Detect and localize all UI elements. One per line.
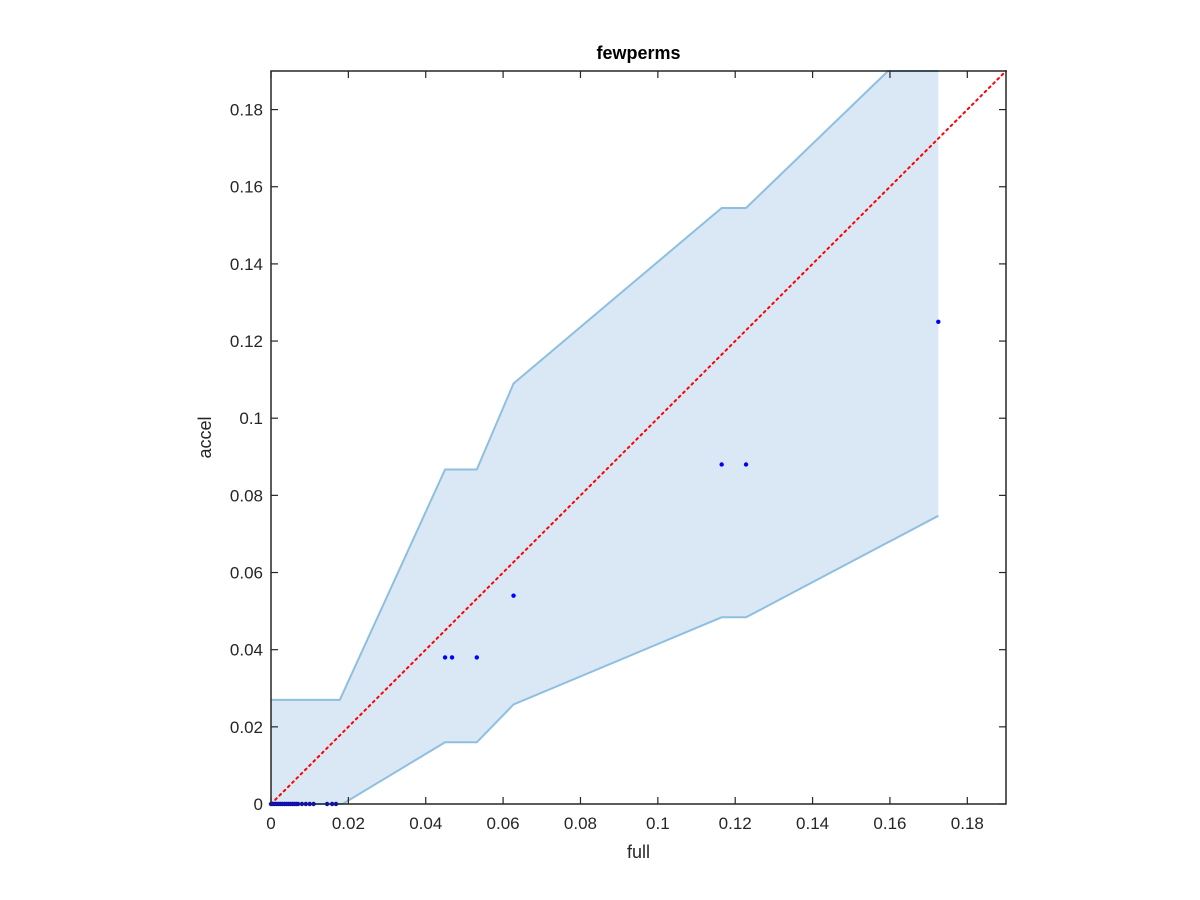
x-tick-label: 0.02	[332, 814, 365, 833]
chart-title: fewperms	[596, 43, 680, 63]
x-axis-label: full	[627, 842, 650, 862]
data-point	[936, 319, 941, 324]
y-tick-label: 0.04	[230, 641, 263, 660]
y-tick-label: 0.18	[230, 101, 263, 120]
y-tick-label: 0.08	[230, 486, 263, 505]
x-tick-label: 0.04	[409, 814, 442, 833]
identity-reference-line	[270, 70, 1007, 805]
band-lower-edge	[271, 514, 939, 805]
y-tick-label: 0.14	[230, 255, 263, 274]
data-point	[511, 593, 516, 598]
y-axis-label: accel	[195, 416, 215, 458]
y-tick-label: 0.1	[239, 409, 263, 428]
x-tick-label: 0.06	[487, 814, 520, 833]
data-points	[268, 319, 941, 807]
data-point	[719, 462, 724, 467]
x-tick-label: 0.16	[873, 814, 906, 833]
band-fill	[271, 71, 939, 804]
x-tick-label: 0.12	[719, 814, 752, 833]
data-point	[449, 655, 455, 660]
x-tick-label: 0.08	[564, 814, 597, 833]
x-tick-label: 0.14	[796, 814, 829, 833]
x-ticks: 0 0.02 0.04 0.06 0.08 0.1 0.12 0.14 0.16 0.18	[266, 71, 984, 833]
x-tick-label: 0.1	[646, 814, 670, 833]
data-point	[474, 655, 479, 660]
reference-line	[270, 70, 1007, 805]
y-ticks: 0 0.02 0.04 0.06 0.08 0.1 0.12 0.14 0.16 0.18	[230, 101, 1006, 814]
y-tick-label: 0.12	[230, 332, 263, 351]
data-point	[743, 462, 749, 467]
y-tick-label: 0.06	[230, 564, 263, 583]
y-tick-label: 0	[254, 795, 263, 814]
data-point	[442, 655, 448, 660]
x-tick-label: 0.18	[951, 814, 984, 833]
confidence-band	[271, 70, 939, 805]
axes	[270, 70, 1007, 805]
band-upper-edge	[271, 70, 939, 701]
y-tick-label: 0.02	[230, 718, 263, 737]
axes-box	[270, 70, 1007, 805]
x-tick-label: 0	[266, 814, 275, 833]
y-tick-label: 0.16	[230, 178, 263, 197]
